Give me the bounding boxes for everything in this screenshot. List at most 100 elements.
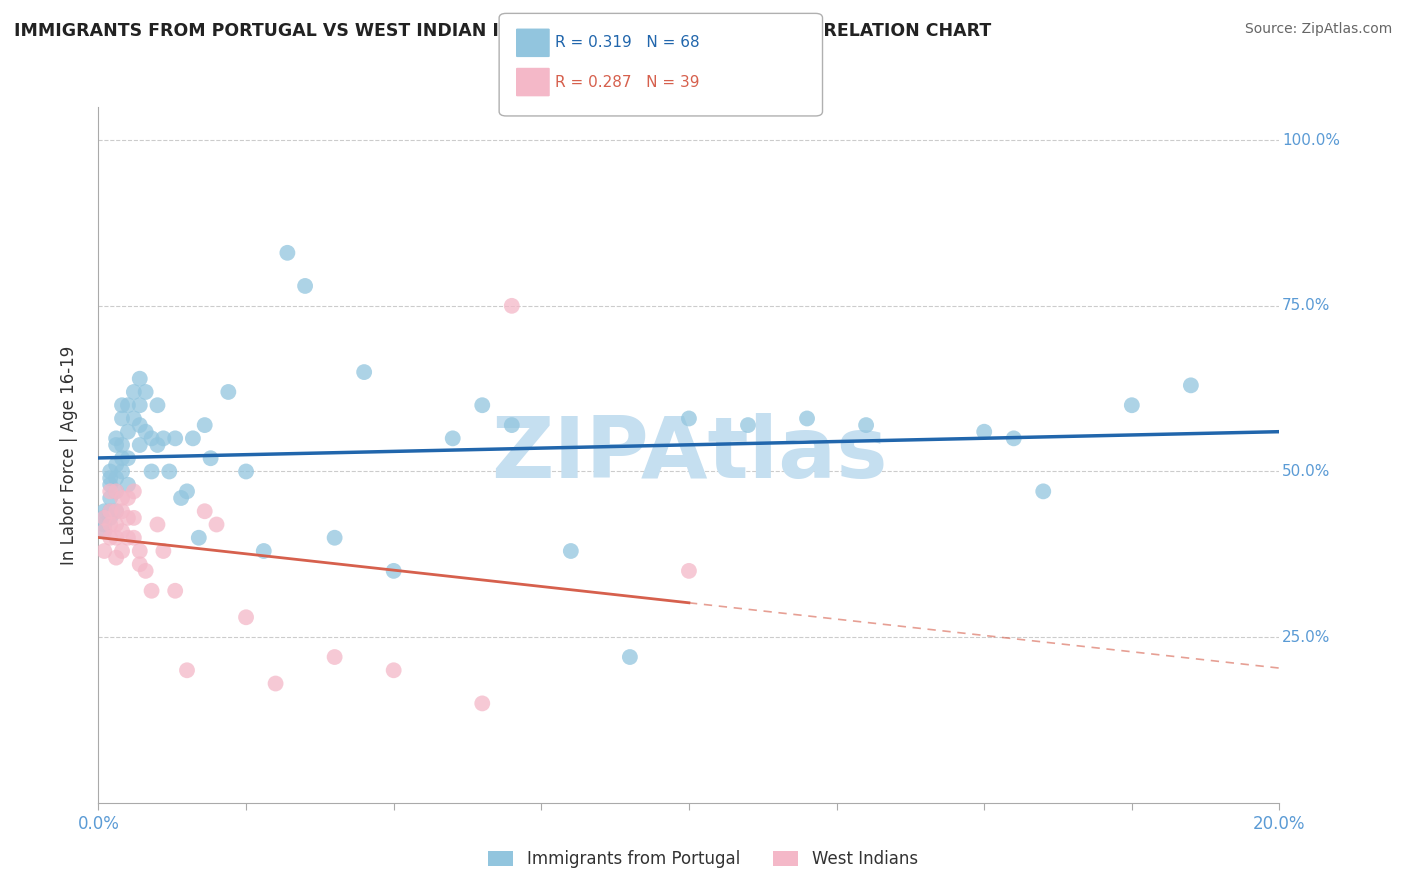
Point: [1032, 484, 1054, 499]
Text: 25.0%: 25.0%: [1282, 630, 1330, 645]
Point: [441, 431, 464, 445]
Point: [253, 544, 276, 558]
Point: [382, 663, 405, 677]
Point: [141, 465, 163, 479]
Point: [152, 544, 174, 558]
Point: [122, 411, 145, 425]
Point: [105, 550, 128, 565]
Point: [501, 418, 523, 433]
Point: [93, 517, 115, 532]
Point: [117, 451, 139, 466]
Point: [98, 465, 121, 479]
Point: [117, 491, 139, 505]
Point: [117, 398, 139, 412]
Point: [105, 458, 128, 472]
Point: [105, 438, 128, 452]
Point: [105, 484, 128, 499]
Point: [111, 398, 134, 412]
Point: [176, 484, 198, 499]
Point: [117, 425, 139, 439]
Point: [141, 431, 163, 445]
Point: [264, 676, 287, 690]
Point: [98, 484, 121, 499]
Point: [1180, 378, 1202, 392]
Text: IMMIGRANTS FROM PORTUGAL VS WEST INDIAN IN LABOR FORCE | AGE 16-19 CORRELATION C: IMMIGRANTS FROM PORTUGAL VS WEST INDIAN …: [14, 22, 991, 40]
Point: [128, 418, 150, 433]
Text: 50.0%: 50.0%: [1282, 464, 1330, 479]
Point: [98, 471, 121, 485]
Point: [122, 484, 145, 499]
Point: [105, 504, 128, 518]
Point: [678, 564, 700, 578]
Y-axis label: In Labor Force | Age 16-19: In Labor Force | Age 16-19: [59, 345, 77, 565]
Point: [146, 517, 169, 532]
Text: 100.0%: 100.0%: [1282, 133, 1340, 148]
Point: [235, 610, 257, 624]
Text: Source: ZipAtlas.com: Source: ZipAtlas.com: [1244, 22, 1392, 37]
Point: [117, 511, 139, 525]
Point: [98, 491, 121, 505]
Point: [128, 544, 150, 558]
Point: [117, 531, 139, 545]
Point: [128, 558, 150, 572]
Point: [501, 299, 523, 313]
Point: [105, 517, 128, 532]
Point: [200, 451, 222, 466]
Point: [105, 531, 128, 545]
Point: [122, 531, 145, 545]
Point: [146, 398, 169, 412]
Point: [194, 418, 217, 433]
Point: [170, 491, 193, 505]
Point: [619, 650, 641, 665]
Point: [98, 531, 121, 545]
Point: [111, 451, 134, 466]
Point: [105, 484, 128, 499]
Point: [1002, 431, 1025, 445]
Point: [93, 524, 115, 538]
Point: [157, 465, 180, 479]
Point: [122, 511, 145, 525]
Point: [165, 431, 187, 445]
Point: [855, 418, 877, 433]
Point: [93, 524, 115, 538]
Point: [111, 465, 134, 479]
Point: [323, 650, 346, 665]
Point: [382, 564, 405, 578]
Point: [111, 504, 134, 518]
Point: [737, 418, 759, 433]
Point: [205, 517, 228, 532]
Point: [471, 697, 494, 711]
Point: [98, 511, 121, 525]
Point: [471, 398, 494, 412]
Point: [973, 425, 995, 439]
Point: [294, 279, 316, 293]
Point: [276, 245, 298, 260]
Point: [111, 544, 134, 558]
Point: [128, 398, 150, 412]
Text: 75.0%: 75.0%: [1282, 298, 1330, 313]
Point: [98, 477, 121, 491]
Point: [117, 477, 139, 491]
Point: [128, 438, 150, 452]
Legend: Immigrants from Portugal, West Indians: Immigrants from Portugal, West Indians: [482, 844, 924, 875]
Text: ZIPAtlas: ZIPAtlas: [491, 413, 887, 497]
Point: [111, 438, 134, 452]
Point: [235, 465, 257, 479]
Point: [353, 365, 375, 379]
Point: [1121, 398, 1143, 412]
Point: [111, 411, 134, 425]
Point: [93, 511, 115, 525]
Point: [176, 663, 198, 677]
Point: [152, 431, 174, 445]
Point: [93, 544, 115, 558]
Point: [105, 431, 128, 445]
Point: [165, 583, 187, 598]
Point: [135, 425, 157, 439]
Text: R = 0.287   N = 39: R = 0.287 N = 39: [555, 75, 700, 89]
Point: [146, 438, 169, 452]
Point: [194, 504, 217, 518]
Text: R = 0.319   N = 68: R = 0.319 N = 68: [555, 36, 700, 50]
Point: [105, 504, 128, 518]
Point: [560, 544, 582, 558]
Point: [323, 531, 346, 545]
